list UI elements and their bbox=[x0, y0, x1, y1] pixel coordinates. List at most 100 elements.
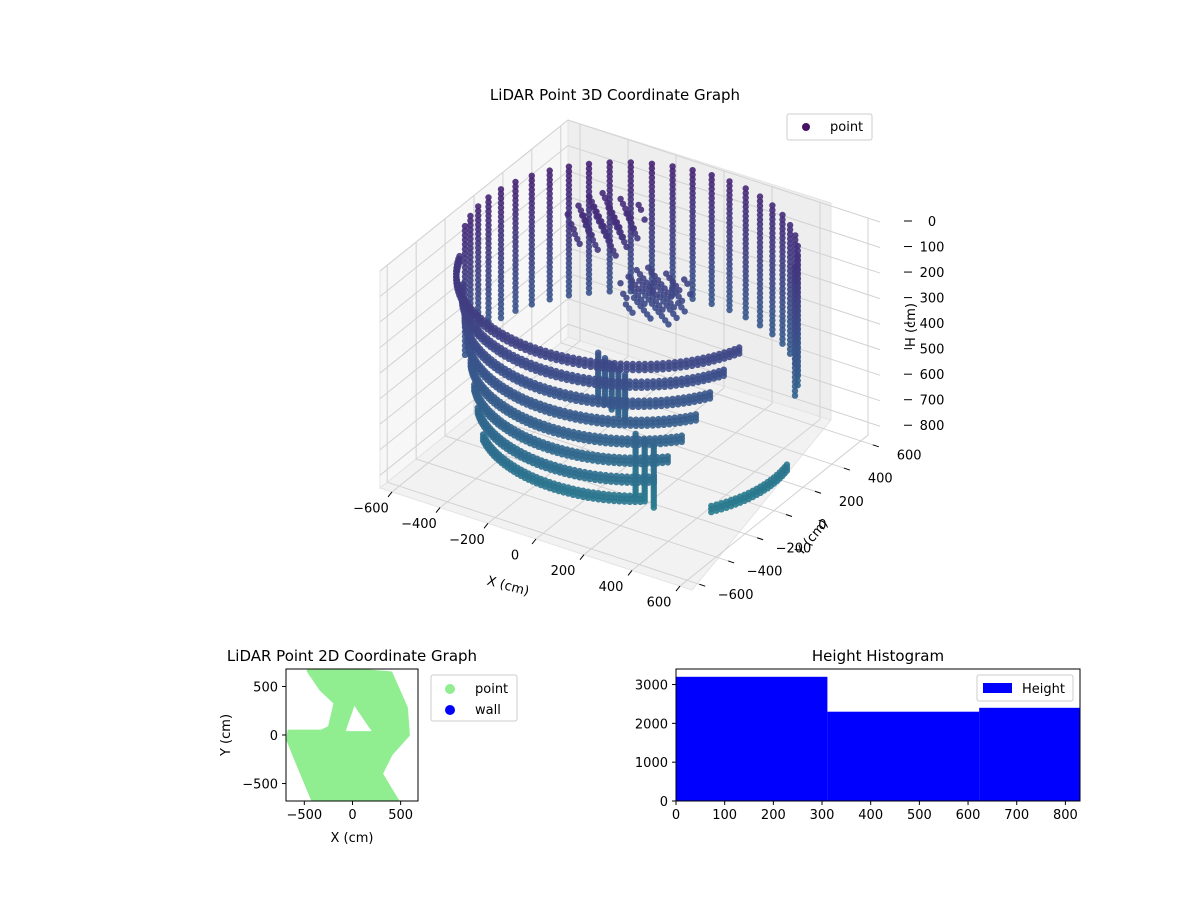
chart-3d-point bbox=[769, 234, 776, 241]
chart-3d-point bbox=[553, 350, 560, 357]
chart-3d-point bbox=[610, 415, 617, 422]
chart-3d-point bbox=[585, 174, 593, 181]
chart-3d-point bbox=[528, 241, 535, 248]
chart-histogram-x-tick-label: 600 bbox=[956, 808, 981, 823]
chart-3d-gridline-x bbox=[631, 202, 821, 571]
chart-3d-point bbox=[475, 299, 482, 307]
chart-3d-x-tick bbox=[387, 491, 393, 498]
chart-3d-point bbox=[485, 198, 492, 206]
chart-3d-point bbox=[786, 345, 794, 353]
chart-3d-point bbox=[641, 397, 648, 404]
chart-3d-point bbox=[585, 160, 593, 168]
chart-3d-point bbox=[461, 227, 469, 234]
chart-3d-point bbox=[475, 290, 482, 297]
chart-3d-point bbox=[475, 272, 482, 279]
chart-3d-x-tick bbox=[531, 538, 537, 545]
chart-3d-point bbox=[779, 308, 786, 315]
chart-3d-point bbox=[669, 218, 676, 225]
chart-3d-point bbox=[791, 314, 799, 321]
chart-3d-point bbox=[606, 265, 613, 272]
chart-3d-point bbox=[585, 275, 593, 283]
chart-3d-point bbox=[726, 210, 733, 217]
chart-3d-point bbox=[689, 212, 696, 220]
chart-3d-point bbox=[769, 321, 776, 329]
chart-3d-point bbox=[791, 378, 799, 385]
chart-3d-point bbox=[708, 296, 715, 303]
chart-3d-point bbox=[756, 322, 764, 329]
chart-3d-point bbox=[742, 222, 749, 229]
chart-3d-point bbox=[581, 468, 588, 476]
chart-3d-point bbox=[512, 279, 519, 287]
chart-3d-point bbox=[475, 240, 482, 247]
chart-3d-point bbox=[570, 428, 577, 436]
chart-histogram-x-tick-label: 400 bbox=[858, 808, 883, 823]
chart-3d-point bbox=[461, 236, 469, 244]
chart-3d-point bbox=[708, 231, 715, 239]
chart-3d-point bbox=[786, 313, 794, 321]
chart-3d-point bbox=[710, 352, 718, 359]
chart-3d-point bbox=[791, 263, 799, 271]
chart-3d-point bbox=[546, 245, 553, 252]
chart-3d-point bbox=[594, 452, 602, 459]
chart-3d-point bbox=[726, 224, 733, 231]
chart-histogram-title: Height Histogram bbox=[812, 647, 944, 665]
chart-3d-point bbox=[461, 255, 469, 262]
chart-3d-point bbox=[627, 237, 634, 244]
chart-3d-point bbox=[669, 186, 676, 193]
chart-3d-point bbox=[627, 215, 634, 222]
chart-3d-point bbox=[769, 275, 776, 283]
chart-3d-gridline-x bbox=[487, 155, 677, 524]
chart-3d-point bbox=[593, 358, 600, 365]
chart-3d-point bbox=[708, 502, 715, 510]
chart-3d-point bbox=[659, 306, 666, 313]
chart-3d-point bbox=[742, 277, 749, 284]
chart-3d-point bbox=[687, 291, 694, 298]
chart-3d-point bbox=[604, 232, 611, 240]
chart-3d-point bbox=[546, 250, 553, 257]
chart-2d-x-tick-label: 500 bbox=[388, 808, 413, 823]
chart-3d-point bbox=[653, 291, 660, 299]
chart-3d-point bbox=[708, 218, 715, 225]
chart-3d-point bbox=[528, 191, 535, 198]
chart-3d-point bbox=[550, 423, 557, 431]
chart-3d-point bbox=[689, 268, 696, 275]
chart-3d-point bbox=[595, 395, 602, 402]
chart-2d-x-tick-label: −500 bbox=[286, 808, 322, 823]
chart-3d-point bbox=[708, 185, 715, 193]
chart-3d-point bbox=[623, 294, 630, 302]
chart-3d-point bbox=[794, 242, 801, 250]
chart-3d-point bbox=[684, 280, 691, 287]
chart-3d-point bbox=[669, 250, 676, 257]
chart-3d-point bbox=[485, 313, 492, 321]
chart-3d-point bbox=[756, 221, 764, 228]
chart-histogram-legend-label: Height bbox=[1022, 682, 1065, 697]
chart-3d-point bbox=[546, 403, 553, 411]
chart-3d-point bbox=[562, 389, 569, 396]
chart-3d-point bbox=[669, 213, 676, 221]
chart-3d-point bbox=[528, 181, 535, 189]
chart-3d-point bbox=[742, 245, 749, 252]
chart-3d-point bbox=[565, 241, 573, 248]
chart-3d-point bbox=[528, 223, 535, 230]
chart-3d-point bbox=[678, 297, 686, 304]
chart-3d-point bbox=[726, 214, 733, 222]
chart-3d-point bbox=[585, 183, 593, 191]
chart-3d-point bbox=[786, 327, 794, 334]
chart-3d-legend-frame bbox=[786, 113, 873, 141]
chart-3d-point bbox=[610, 453, 618, 460]
chart-3d-point bbox=[627, 200, 634, 208]
chart-3d-point bbox=[669, 245, 676, 253]
chart-3d-point bbox=[791, 286, 799, 294]
chart-3d-point bbox=[648, 188, 656, 195]
chart-3d-point bbox=[708, 204, 715, 211]
chart-3d-point bbox=[558, 352, 566, 359]
chart-3d-point bbox=[669, 176, 676, 184]
chart-3d-point bbox=[726, 201, 733, 208]
chart-3d-point bbox=[708, 282, 715, 289]
chart-3d-point bbox=[602, 471, 609, 479]
chart-3d-point bbox=[708, 172, 715, 179]
chart-3d-point bbox=[742, 231, 749, 238]
chart-3d-x-tick bbox=[675, 585, 681, 592]
chart-2d-y-tick-label: 0 bbox=[270, 729, 278, 744]
